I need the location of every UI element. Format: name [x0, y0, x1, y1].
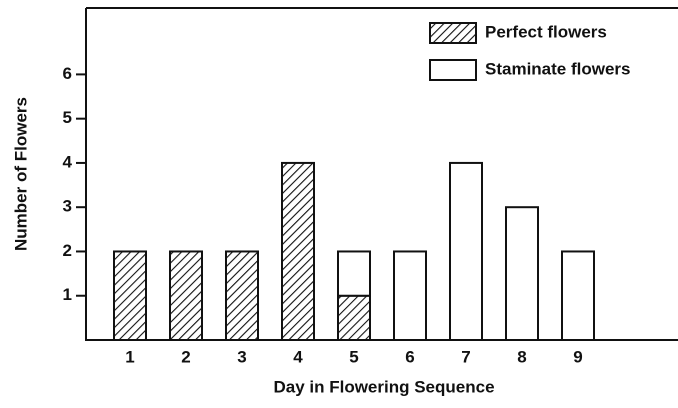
bar-segment — [337, 250, 371, 297]
x-tick-label: 9 — [573, 347, 582, 366]
bar-segment — [505, 206, 539, 341]
x-tick-label: 6 — [405, 347, 414, 366]
bar-segment — [337, 294, 371, 342]
bar-segment — [561, 250, 595, 341]
bar-segment — [281, 161, 315, 341]
x-tick-label: 4 — [293, 347, 303, 366]
bar-segment — [113, 250, 147, 341]
y-tick-label: 4 — [63, 152, 73, 171]
legend-label: Staminate flowers — [485, 59, 631, 78]
legend-label: Perfect flowers — [485, 22, 607, 41]
x-axis-label: Day in Flowering Sequence — [273, 377, 494, 396]
bar-segment — [393, 250, 427, 341]
y-tick-label: 1 — [63, 285, 72, 304]
legend-swatch — [429, 22, 477, 44]
y-tick-label: 2 — [63, 241, 72, 260]
x-tick-label: 1 — [125, 347, 134, 366]
bar-segment — [225, 250, 259, 341]
y-tick-label: 6 — [63, 64, 72, 83]
y-axis-label: Number of Flowers — [11, 97, 30, 251]
legend-swatch — [429, 59, 477, 81]
x-tick-label: 2 — [181, 347, 190, 366]
x-tick-label: 3 — [237, 347, 246, 366]
bar-segment — [169, 250, 203, 341]
y-tick-label: 5 — [63, 108, 72, 127]
bar-segment — [449, 161, 483, 341]
x-tick-label: 5 — [349, 347, 358, 366]
x-tick-label: 8 — [517, 347, 526, 366]
y-tick-label: 3 — [63, 197, 72, 216]
x-tick-label: 7 — [461, 347, 470, 366]
